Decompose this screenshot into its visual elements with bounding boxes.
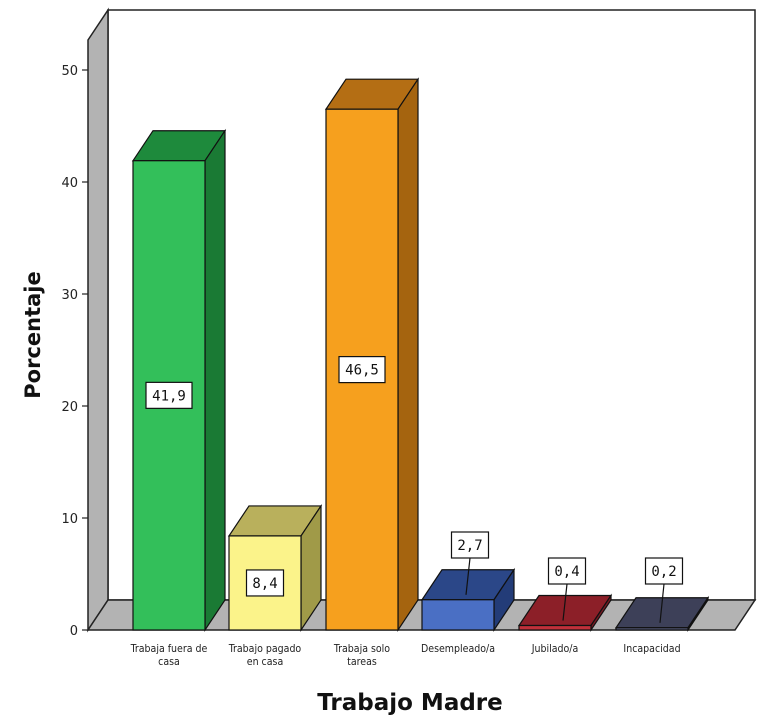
data-label: 46,5 xyxy=(345,363,379,379)
x-tick-label: Desempleado/a xyxy=(421,643,495,655)
x-tick-label: Jubilado/a xyxy=(531,643,579,655)
bars: 41,9 8,4 46,5 2,7 0,4 0,2 xyxy=(131,77,710,632)
bar-front-face xyxy=(518,624,592,631)
data-label-box xyxy=(644,557,684,585)
bar-3: 2,7 xyxy=(420,531,516,632)
bar-front-face xyxy=(615,627,689,631)
data-label-box xyxy=(145,381,193,409)
bar-side-face xyxy=(204,128,226,632)
data-label-box xyxy=(450,531,490,559)
bar-front-face xyxy=(421,599,495,631)
data-label-box xyxy=(547,557,587,585)
x-tick-label: Trabajo pagado xyxy=(228,643,302,655)
bar-2: 46,5 xyxy=(324,77,420,632)
x-tick-label: casa xyxy=(158,656,180,668)
data-label-leader xyxy=(465,557,471,595)
y-axis: 0 10 20 30 40 50 xyxy=(61,64,88,639)
data-label-leader xyxy=(562,583,568,621)
y-tick-label: 20 xyxy=(61,400,78,415)
data-label: 0,4 xyxy=(554,564,579,580)
y-axis-title: Porcentaje xyxy=(21,271,45,398)
data-label-box xyxy=(245,569,285,597)
data-label: 41,9 xyxy=(152,388,186,404)
bar-1: 8,4 xyxy=(227,503,323,632)
bar-5: 0,2 xyxy=(614,557,710,632)
y-tick-label: 50 xyxy=(61,64,78,79)
y-tick-label: 30 xyxy=(61,288,78,303)
bar-side-face xyxy=(397,77,419,632)
y-tick-label: 40 xyxy=(61,176,78,191)
data-label: 0,2 xyxy=(651,564,676,580)
chart-left-wall xyxy=(87,7,109,633)
data-label: 2,7 xyxy=(457,538,482,554)
x-tick-label: Incapacidad xyxy=(623,643,680,655)
x-axis-title: Trabajo Madre xyxy=(317,690,503,716)
x-tick-label: Trabaja solo xyxy=(333,643,390,655)
data-label-leader xyxy=(659,583,665,623)
data-label: 8,4 xyxy=(252,576,277,592)
y-tick-label: 10 xyxy=(61,512,78,527)
bar-4: 0,4 xyxy=(517,557,613,632)
x-tick-label: tareas xyxy=(347,656,377,668)
x-tick-label: Trabaja fuera de xyxy=(130,643,208,655)
x-tick-label: en casa xyxy=(247,656,284,668)
y-tick-label: 0 xyxy=(70,624,78,639)
bar-0: 41,9 xyxy=(131,128,227,632)
data-label-box xyxy=(338,356,386,384)
